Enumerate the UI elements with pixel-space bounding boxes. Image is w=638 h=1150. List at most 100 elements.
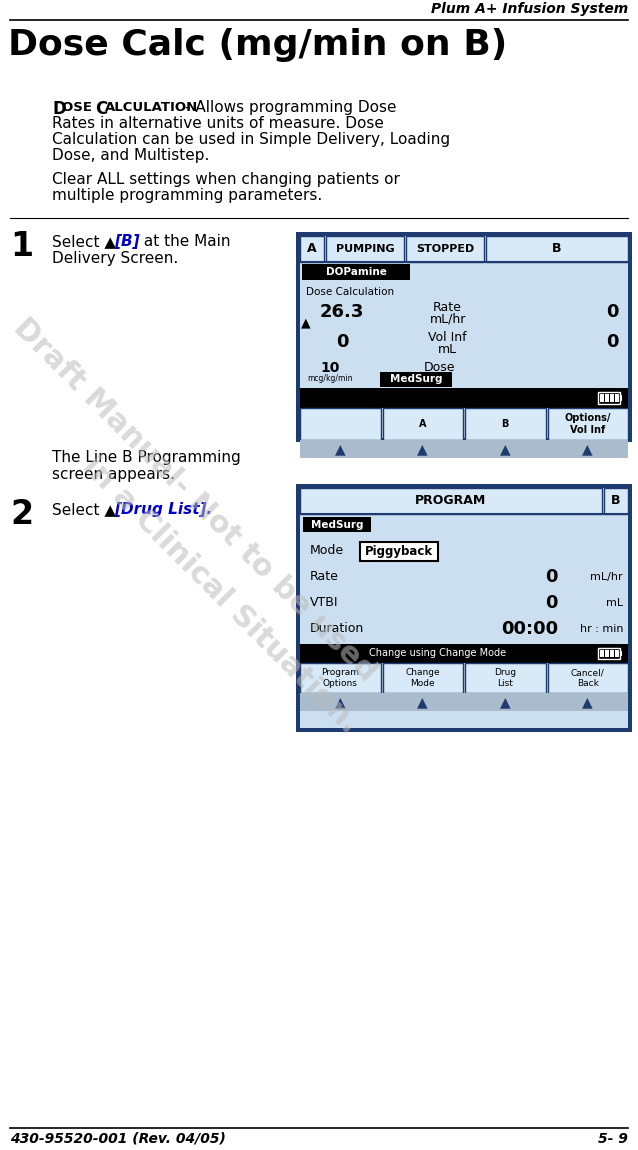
Bar — [610, 650, 614, 657]
Text: screen appears.: screen appears. — [52, 467, 175, 482]
Text: D: D — [52, 100, 66, 118]
Text: 0: 0 — [336, 334, 348, 351]
Text: Dose Calc (mg/min on B): Dose Calc (mg/min on B) — [8, 28, 507, 62]
Bar — [605, 650, 609, 657]
Text: Mode: Mode — [310, 544, 344, 558]
Bar — [300, 236, 628, 438]
Bar — [600, 650, 604, 657]
Text: ALCULATION: ALCULATION — [105, 101, 198, 114]
Bar — [300, 693, 628, 711]
Text: Dose: Dose — [424, 361, 456, 374]
Bar — [547, 664, 628, 693]
Text: PUMPING: PUMPING — [336, 244, 394, 254]
Text: [B]: [B] — [114, 233, 140, 250]
Text: Cancel/
Back: Cancel/ Back — [571, 668, 605, 688]
Bar — [620, 651, 622, 656]
Text: Rate: Rate — [433, 301, 462, 314]
Bar — [296, 484, 632, 733]
Bar — [465, 408, 545, 440]
Bar — [486, 236, 628, 262]
Text: Options/
Vol Inf: Options/ Vol Inf — [565, 413, 611, 435]
Text: 00:00: 00:00 — [501, 620, 558, 638]
Text: ▲: ▲ — [500, 695, 510, 710]
Text: Delivery Screen.: Delivery Screen. — [52, 251, 178, 266]
Text: OSE: OSE — [62, 101, 96, 114]
Text: Rates in alternative units of measure. Dose: Rates in alternative units of measure. D… — [52, 116, 384, 131]
Text: mcg/kg/min: mcg/kg/min — [308, 374, 353, 383]
Text: Piggyback: Piggyback — [365, 544, 433, 558]
Text: Rate: Rate — [310, 570, 339, 583]
Bar — [615, 650, 619, 657]
Text: Plum A+ Infusion System: Plum A+ Infusion System — [431, 2, 628, 16]
Text: Clear ALL settings when changing patients or: Clear ALL settings when changing patient… — [52, 172, 400, 187]
Text: MedSurg: MedSurg — [390, 374, 442, 384]
Bar — [600, 394, 604, 402]
Text: 430-95520-001 (Rev. 04/05): 430-95520-001 (Rev. 04/05) — [10, 1132, 226, 1147]
Text: ▲: ▲ — [417, 695, 428, 710]
Bar — [300, 236, 324, 262]
Bar — [406, 236, 484, 262]
Text: 26.3: 26.3 — [320, 302, 364, 321]
Bar — [300, 440, 628, 458]
Bar — [326, 236, 404, 262]
Text: 1: 1 — [10, 230, 33, 263]
Text: ▲: ▲ — [500, 442, 510, 457]
Text: Draft Manual- Not to be used: Draft Manual- Not to be used — [8, 313, 382, 688]
Bar — [303, 518, 371, 532]
Text: Calculation can be used in Simple Delivery, Loading: Calculation can be used in Simple Delive… — [52, 132, 450, 147]
Text: STOPPED: STOPPED — [416, 244, 474, 254]
Text: A: A — [419, 419, 426, 429]
Text: Program
Options: Program Options — [322, 668, 359, 688]
Text: mL/hr: mL/hr — [429, 313, 466, 325]
Bar — [610, 394, 614, 402]
Text: mL: mL — [606, 598, 623, 608]
Text: hr : min: hr : min — [579, 624, 623, 634]
Text: ▲: ▲ — [417, 442, 428, 457]
Text: Change using Change Mode: Change using Change Mode — [369, 649, 507, 659]
Text: 0: 0 — [545, 568, 558, 586]
Text: ▲: ▲ — [335, 442, 346, 457]
Text: ▲: ▲ — [335, 695, 346, 710]
Bar — [300, 408, 380, 440]
Text: 5- 9: 5- 9 — [598, 1132, 628, 1147]
Bar — [296, 232, 632, 442]
Text: Dose Calculation: Dose Calculation — [306, 288, 394, 297]
Bar — [380, 371, 452, 386]
Bar — [300, 488, 628, 728]
Bar — [383, 408, 463, 440]
Text: multiple programming parameters.: multiple programming parameters. — [52, 187, 322, 204]
Text: A: A — [307, 243, 317, 255]
Text: 0: 0 — [545, 595, 558, 612]
Text: Select ▲: Select ▲ — [52, 503, 121, 518]
Bar — [383, 664, 463, 693]
Bar — [598, 647, 620, 659]
Bar — [465, 664, 545, 693]
Bar — [615, 394, 619, 402]
Text: DOPamine: DOPamine — [325, 267, 387, 277]
Bar — [547, 408, 628, 440]
Text: VTBI: VTBI — [310, 597, 339, 610]
Bar — [300, 388, 628, 408]
Bar — [598, 392, 620, 404]
Text: Select ▲: Select ▲ — [52, 233, 121, 250]
Bar — [360, 542, 438, 560]
Text: [Drug List].: [Drug List]. — [114, 503, 212, 518]
Text: ▲: ▲ — [582, 695, 593, 710]
Text: 0: 0 — [605, 334, 618, 351]
Text: ▲: ▲ — [582, 442, 593, 457]
Text: Vol Inf: Vol Inf — [428, 331, 467, 344]
Text: B: B — [611, 494, 621, 507]
Text: ▲: ▲ — [301, 316, 311, 329]
Text: Drug
List: Drug List — [494, 668, 516, 688]
Bar — [300, 664, 380, 693]
Text: in a Clinical Situation.: in a Clinical Situation. — [77, 451, 364, 738]
Bar — [605, 394, 609, 402]
Bar — [604, 488, 628, 514]
Text: at the Main: at the Main — [139, 233, 230, 250]
Text: - Allows programming Dose: - Allows programming Dose — [185, 100, 396, 115]
Bar — [300, 488, 602, 514]
Text: B: B — [553, 243, 561, 255]
Text: PROGRAM: PROGRAM — [415, 494, 487, 507]
Text: Duration: Duration — [310, 622, 364, 636]
Text: B: B — [501, 419, 509, 429]
